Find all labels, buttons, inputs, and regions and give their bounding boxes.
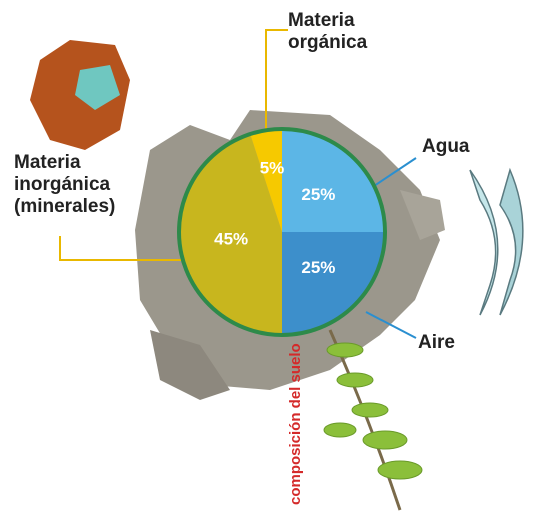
pie-slice bbox=[282, 129, 385, 232]
side-annotation: composición del suelo bbox=[287, 343, 304, 505]
value-label: 45% bbox=[214, 230, 248, 249]
cycle-arrows bbox=[469, 167, 524, 316]
leader-lines bbox=[59, 29, 288, 261]
value-label: 25% bbox=[301, 258, 335, 277]
plant bbox=[323, 329, 423, 511]
pie-slice bbox=[282, 232, 385, 335]
category-label: Materia orgánica bbox=[288, 10, 368, 53]
mineral-rock bbox=[30, 40, 130, 150]
category-label: Agua bbox=[422, 136, 470, 157]
pie-border bbox=[177, 127, 387, 337]
value-label: 25% bbox=[301, 185, 335, 204]
value-label: 5% bbox=[260, 158, 285, 177]
category-label: Aire bbox=[418, 332, 455, 353]
pie-slice bbox=[179, 134, 282, 335]
pie-slice bbox=[250, 129, 282, 232]
category-label: Materia inorgánica (minerales) bbox=[14, 152, 116, 217]
pie: 25% 25% 45% 5% bbox=[177, 127, 387, 337]
